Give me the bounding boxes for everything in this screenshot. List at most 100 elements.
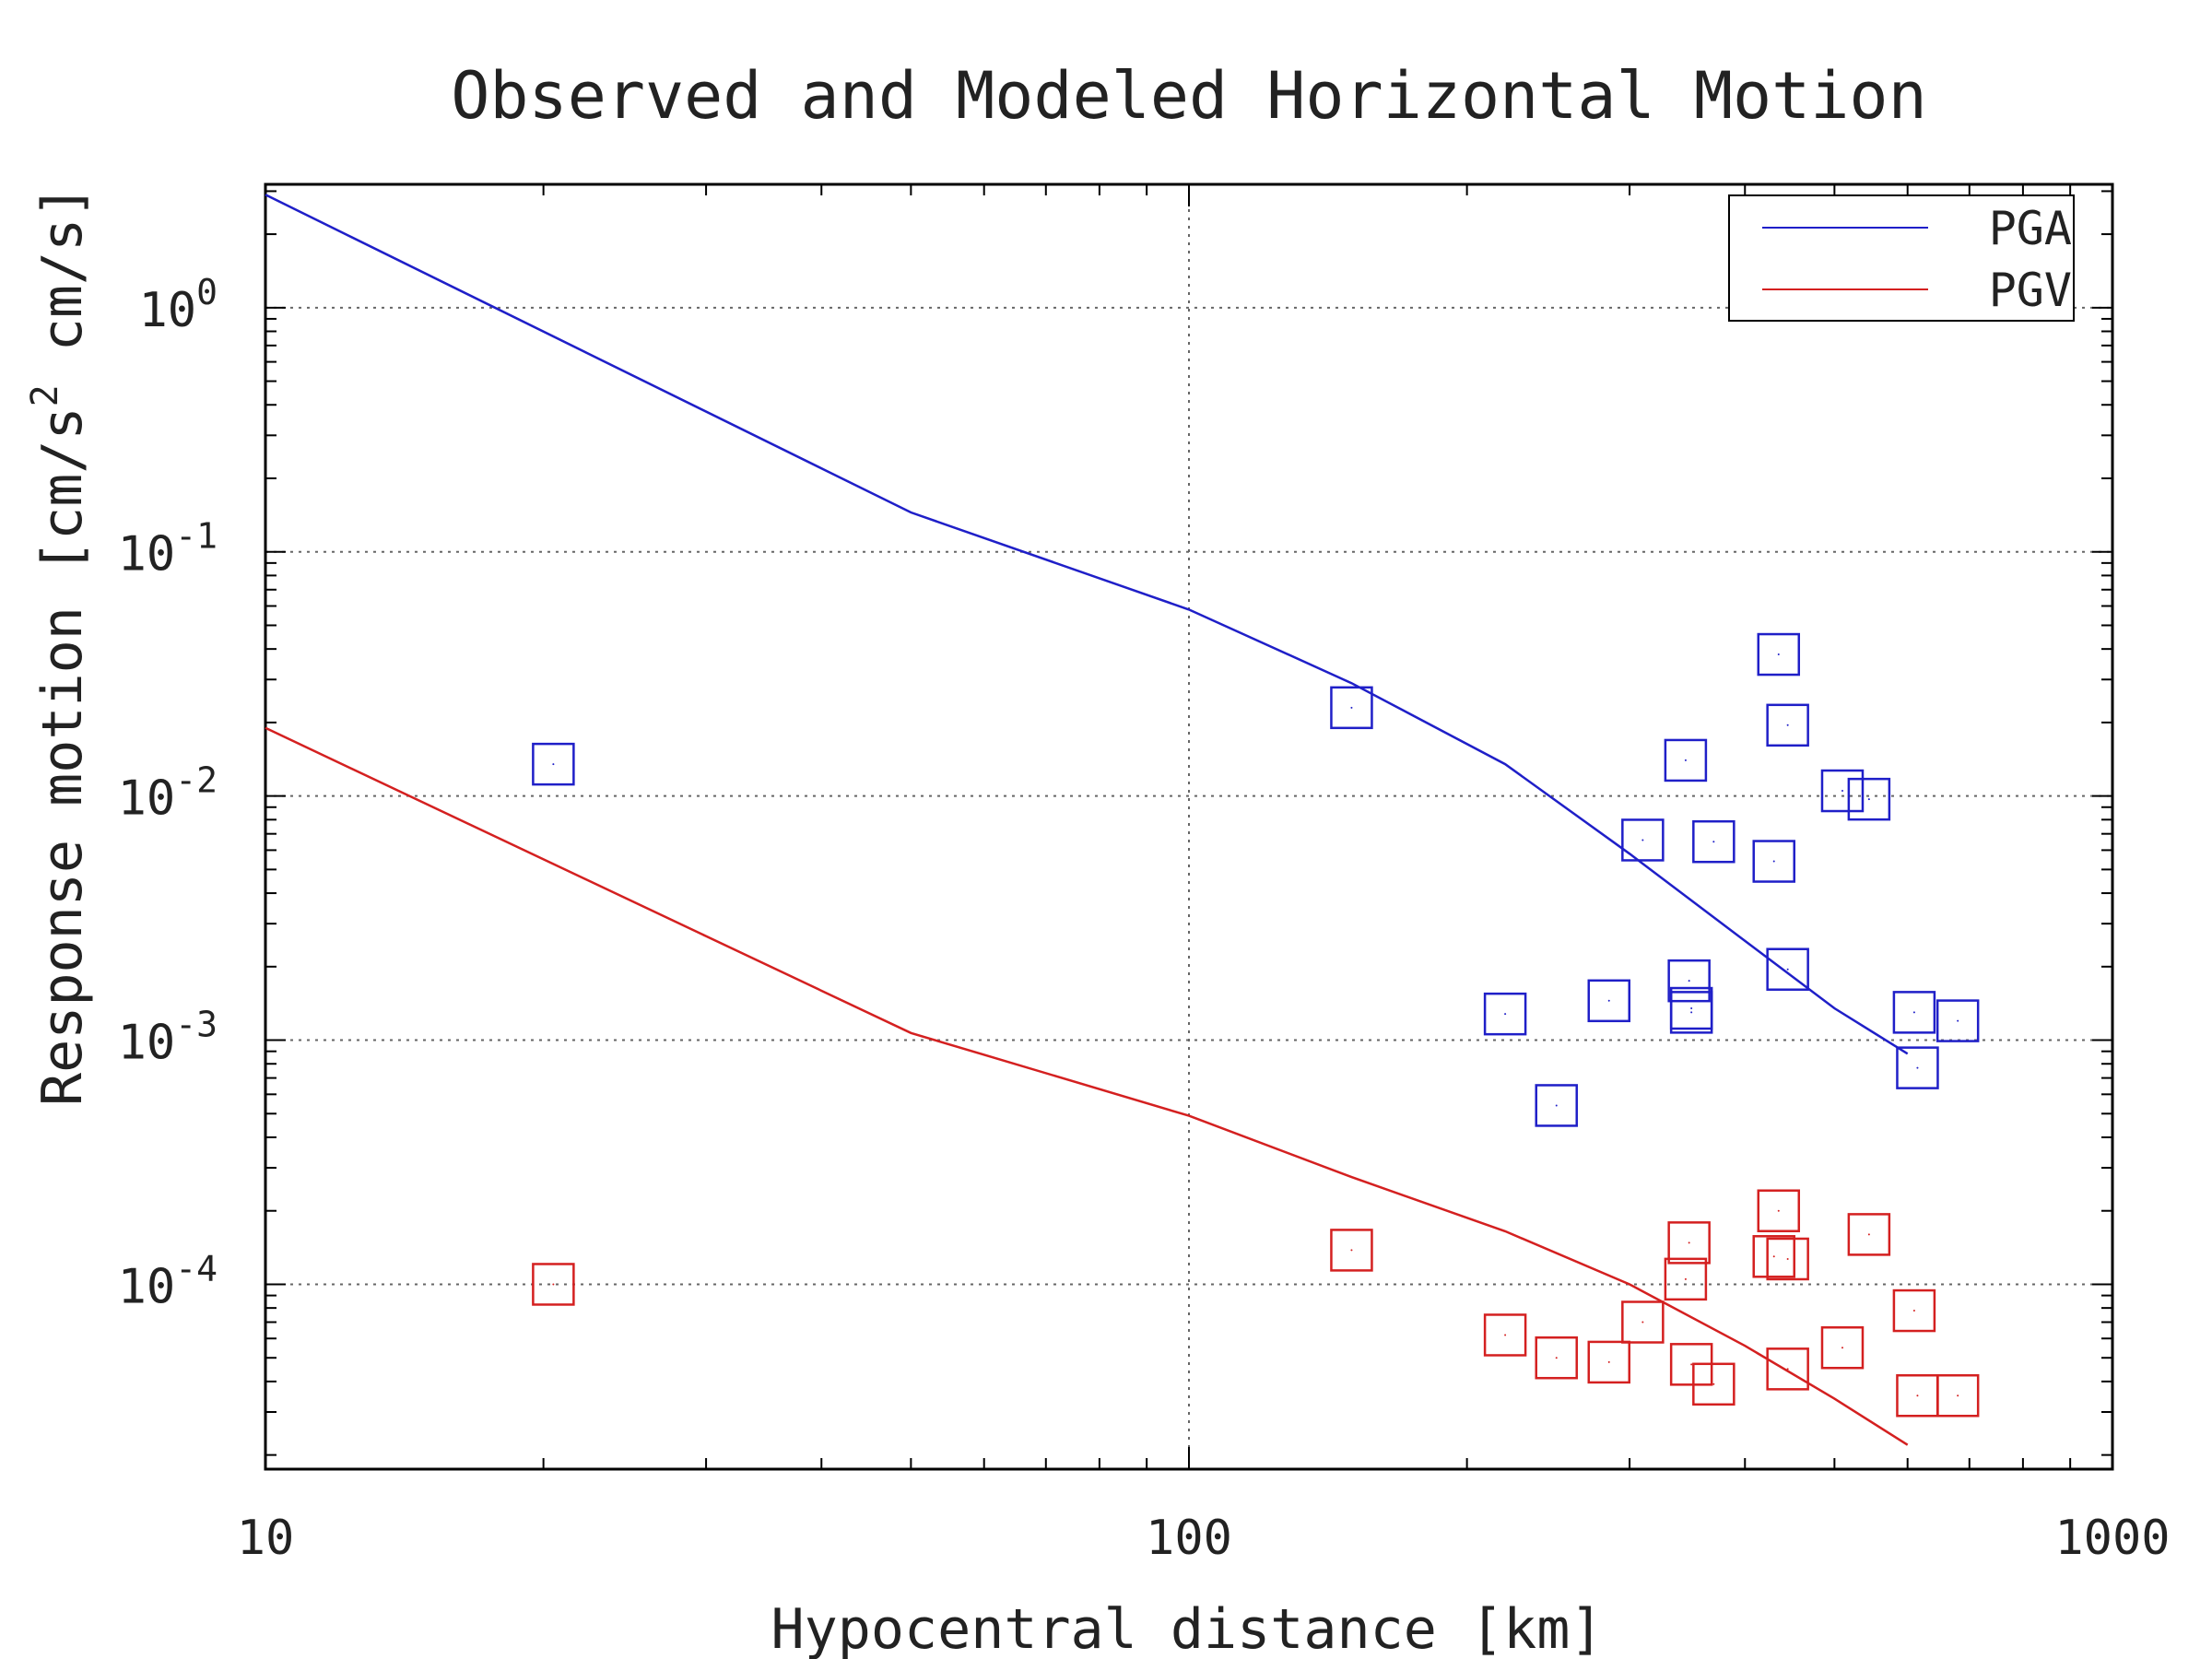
pgv-observed-marker [1820,1326,1865,1370]
pgv-observed-marker [1621,1300,1665,1344]
pgv-observed-marker [1757,1189,1801,1232]
pgv-observed-marker [1936,1374,1980,1418]
pga-observed-marker [1896,1046,1939,1089]
pgv-observed-marker [1587,1340,1631,1384]
pgv-observed-marker-dot [1786,1368,1789,1371]
legend-box [1728,194,2075,322]
pga-observed-marker-dot [1957,1019,1959,1022]
chart-title: Observed and Modeled Horizontal Motion [451,58,1926,134]
y-tick-exponent: -1 [175,516,218,557]
pga-observed-marker-dot [1841,790,1843,793]
pgv-observed-marker [1535,1335,1578,1380]
pgv-observed-marker-dot [1350,1249,1353,1252]
pga-observed-marker [1847,777,1891,821]
pgv-observed-marker-dot [1777,1209,1780,1212]
pgv-observed-marker [1892,1288,1936,1333]
y-tick-label: 10-2 [118,760,218,827]
legend: PGA PGV [1728,194,2075,322]
pga-observed-marker [532,742,575,786]
pgv-observed-marker-dot [1912,1310,1915,1312]
pgv-observed-marker [1847,1213,1891,1256]
y-tick-exponent: -3 [175,1005,218,1045]
y-axis-label-superscript: 2 [24,384,66,406]
pgv-model-line [265,726,1909,1446]
pgv-observed-marker-dot [1841,1347,1843,1349]
pga-observed-marker [1692,819,1735,864]
y-axis-label-main: Response motion [cm/s [30,406,95,1106]
y-tick-exponent: -2 [175,760,218,801]
y-tick-exponent: 0 [196,272,218,312]
pga-observed-marker-dot [1786,724,1789,726]
pgv-observed-marker-dot [1867,1233,1870,1236]
pgv-observed-marker-dot [552,1283,555,1286]
pgv-observed-marker-dot [1504,1334,1507,1336]
pga-model-line [265,194,1909,1055]
pga-observed-marker-dot [1712,841,1715,843]
pgv-observed-marker [1664,1257,1708,1301]
pga-observed-marker-dot [552,763,555,766]
pga-observed-marker-dot [1690,1007,1693,1010]
pga-observed-marker-dot [1912,1011,1915,1014]
x-axis-label: Hypocentral distance [km] [771,1597,1603,1659]
y-tick-base: 10 [138,283,196,338]
pga-observed-marker-dot [1607,999,1610,1002]
pga-observed-marker [1766,947,1809,991]
pgv-observed-marker-dot [1712,1382,1715,1385]
y-tick-base: 10 [118,1259,176,1314]
legend-label-pgv: PGV [1989,264,2072,317]
pga-observed-marker [1483,992,1527,1036]
x-axis-ticks: 10 100 1000 [237,184,2171,1566]
pga-observed-marker-dot [1504,1013,1507,1016]
pga-observed-marker-dot [1916,1066,1919,1069]
pgv-observed-marker-dot [1684,1277,1687,1280]
x-tick-label: 100 [1146,1511,1232,1566]
y-tick-label: 10-3 [118,1005,218,1071]
pga-observed-marker-dot [1641,839,1644,841]
x-tick-label: 1000 [2054,1511,2170,1566]
pga-observed-marker-dot [1684,759,1687,761]
pgv-observed-marker-dot [1607,1360,1610,1363]
minor-ticks [265,184,2112,1469]
pgv-observed-marker-dot [1916,1394,1919,1397]
pga-observed-marker [1667,959,1711,1003]
pga-observed-marker-dot [1772,860,1775,863]
pgv-observed-marker-dot [1772,1255,1775,1258]
pgv-observed-marker [532,1263,575,1306]
y-axis-label: Response motion [cm/s2 cm/s] [24,185,95,1106]
y-tick-label: 100 [138,272,218,338]
pgv-observed-marker-dot [1641,1321,1644,1324]
pgv-observed-marker-dot [1688,1241,1690,1244]
pgv-observed-marker [1692,1362,1735,1406]
pga-observed-marker [1664,738,1708,782]
pga-observed-marker-dot [1350,706,1353,709]
pga-observed-marker-dot [1690,1011,1693,1014]
pgv-observed-marker [1766,1347,1809,1391]
pga-observed-marker [1752,840,1795,883]
pga-observed-marker-dot [1777,653,1780,656]
pga-observed-marker [1669,986,1713,1030]
pga-observed-marker-dot [1867,798,1870,801]
pgv-observed-marker [1483,1313,1527,1357]
pga-observed-marker [1757,632,1801,677]
legend-label-pga: PGA [1989,202,2072,255]
y-tick-label: 10-4 [118,1248,218,1314]
pgv-observed-marker-dot [1690,1363,1693,1366]
pgv-observed-marker [1667,1221,1711,1265]
pga-observed-marker [1621,818,1665,862]
y-tick-exponent: -4 [175,1248,218,1288]
pgv-observed-marker [1752,1235,1795,1278]
pga-observed-marker [1892,991,1936,1034]
pga-observed-marker [1330,686,1373,730]
pga-observed-marker [1766,703,1809,747]
pga-observed-marker [1535,1084,1578,1127]
y-tick-base: 10 [118,527,176,582]
y-tick-label: 10-1 [118,516,218,582]
pgv-observed-marker-dot [1555,1357,1558,1359]
pgv-observed-marker [1766,1237,1809,1281]
x-tick-label: 10 [237,1511,295,1566]
pga-observed-marker [1820,769,1865,813]
pga-observed-marker [1936,999,1980,1042]
y-tick-base: 10 [118,1016,176,1071]
